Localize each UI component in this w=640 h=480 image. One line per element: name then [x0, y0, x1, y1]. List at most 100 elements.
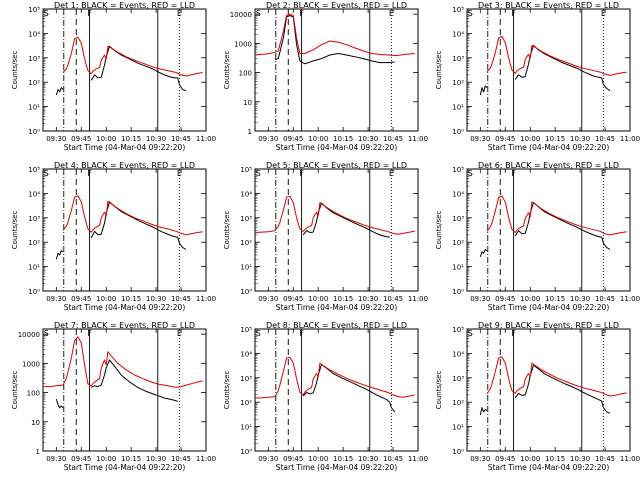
plot-frame	[42, 168, 207, 292]
y-tick-label: 1	[36, 448, 40, 456]
x-tick-label: 11:00	[408, 455, 428, 463]
panel-title: Det 1: BLACK = Events, RED = LLD	[54, 1, 195, 10]
x-tick-label: 09:30	[46, 455, 66, 463]
y-tick-label: 10	[31, 419, 40, 427]
x-tick-label: 11:00	[196, 135, 216, 143]
series-lld-line	[255, 13, 415, 57]
interval-marker-e: E	[177, 9, 182, 18]
series-lld-line	[255, 195, 415, 235]
x-tick-label: 10:15	[121, 135, 141, 143]
plot-frame	[254, 328, 419, 452]
series-group	[255, 356, 415, 413]
y-tick-label: 100	[27, 390, 40, 398]
y-tick-label: 10²	[240, 239, 252, 247]
y-tick-label: 10³	[452, 375, 464, 383]
interval-marker-s: S	[468, 9, 473, 18]
series-lld-line	[62, 36, 203, 77]
y-tick-label: 10⁵	[452, 326, 464, 334]
x-tick-label: 09:45	[71, 455, 91, 463]
x-tick-label: 10:30	[570, 135, 590, 143]
y-tick-label: 10⁴	[452, 190, 464, 198]
interval-marker-s: S	[256, 9, 261, 18]
series-events-line	[514, 45, 611, 92]
x-tick-label: 10:45	[595, 455, 615, 463]
panel-title: Det 3: BLACK = Events, RED = LLD	[478, 1, 619, 10]
x-tick-label: 11:00	[620, 295, 640, 303]
x-tick-label: 10:00	[96, 295, 116, 303]
x-tick-label: 10:00	[520, 455, 540, 463]
x-axis-label: Start Time (04-Mar-04 09:22:20)	[488, 463, 610, 472]
x-tick-label: 11:00	[620, 455, 640, 463]
x-axis-label: Start Time (04-Mar-04 09:22:20)	[64, 303, 186, 312]
plot-frame	[42, 8, 207, 132]
y-tick-label: 10²	[28, 239, 40, 247]
x-tick-label: 09:30	[258, 135, 278, 143]
y-tick-label: 10⁵	[452, 166, 464, 174]
x-tick-label: 10:00	[96, 135, 116, 143]
series-events-line	[514, 364, 611, 414]
y-tick-label: 10000	[18, 331, 40, 339]
x-tick-label: 09:30	[470, 295, 490, 303]
x-tick-label: 10:15	[121, 295, 141, 303]
x-axis-label: Start Time (04-Mar-04 09:22:20)	[64, 143, 186, 152]
x-axis-label: Start Time (04-Mar-04 09:22:20)	[64, 463, 186, 472]
y-tick-label: 10¹	[240, 264, 252, 272]
interval-marker-s: S	[256, 329, 261, 338]
series-group	[479, 356, 627, 416]
interval-marker-e: E	[177, 329, 182, 338]
y-axis-label: Counts/sec	[11, 51, 19, 90]
y-axis-label: Counts/sec	[11, 371, 19, 410]
x-tick-label: 10:00	[520, 135, 540, 143]
x-tick-label: 09:45	[495, 455, 515, 463]
x-tick-label: 10:45	[383, 295, 403, 303]
y-axis-label: Counts/sec	[223, 51, 231, 90]
interval-marker-e: E	[389, 9, 394, 18]
series-events-line	[479, 249, 488, 258]
x-axis-label: Start Time (04-Mar-04 09:22:20)	[488, 303, 610, 312]
series-group	[479, 35, 627, 96]
panel-title: Det 8: BLACK = Events, RED = LLD	[266, 321, 407, 330]
series-events-line	[55, 87, 64, 96]
x-tick-label: 11:00	[408, 135, 428, 143]
y-tick-label: 10¹	[28, 264, 40, 272]
y-tick-label: 10¹	[240, 424, 252, 432]
y-axis-label: Counts/sec	[11, 211, 19, 250]
series-lld-line	[43, 336, 203, 388]
interval-marker-s: S	[256, 169, 261, 178]
series-events-line	[90, 359, 178, 402]
plot-frame	[466, 168, 631, 292]
x-tick-label: 10:45	[171, 135, 191, 143]
y-tick-label: 10¹	[452, 104, 464, 112]
plot-frame	[254, 168, 419, 292]
x-tick-label: 10:15	[545, 455, 565, 463]
x-tick-label: 09:45	[283, 455, 303, 463]
interval-marker-e: E	[601, 169, 606, 178]
interval-marker-s: S	[468, 329, 473, 338]
x-tick-label: 11:00	[196, 295, 216, 303]
x-axis-label: Start Time (04-Mar-04 09:22:20)	[276, 463, 398, 472]
interval-marker-e: E	[601, 9, 606, 18]
y-tick-label: 10⁵	[452, 6, 464, 14]
x-tick-label: 10:45	[595, 295, 615, 303]
detector-panel-1: Det 1: BLACK = Events, RED = LLDSFE09:30…	[11, 1, 216, 152]
series-events-line	[90, 201, 187, 250]
series-group	[255, 195, 415, 238]
y-tick-label: 10⁵	[28, 166, 40, 174]
x-tick-label: 10:30	[358, 455, 378, 463]
x-tick-label: 10:30	[570, 455, 590, 463]
x-tick-label: 10:00	[96, 455, 116, 463]
detector-panel-2: Det 2: BLACK = Events, RED = LLDSFE09:30…	[223, 1, 428, 152]
series-events-line	[302, 202, 390, 238]
x-tick-label: 10:15	[545, 295, 565, 303]
x-tick-label: 09:30	[258, 455, 278, 463]
series-lld-line	[255, 356, 415, 399]
y-tick-label: 10³	[240, 215, 252, 223]
x-tick-label: 09:45	[283, 295, 303, 303]
detector-panel-4: Det 4: BLACK = Events, RED = LLDSFE09:30…	[11, 161, 216, 312]
interval-marker-e: E	[389, 329, 394, 338]
x-tick-label: 09:30	[46, 135, 66, 143]
y-tick-label: 1	[248, 128, 252, 136]
interval-marker-e: E	[389, 169, 394, 178]
y-tick-label: 10⁰	[240, 288, 252, 296]
y-tick-label: 10⁵	[240, 166, 252, 174]
